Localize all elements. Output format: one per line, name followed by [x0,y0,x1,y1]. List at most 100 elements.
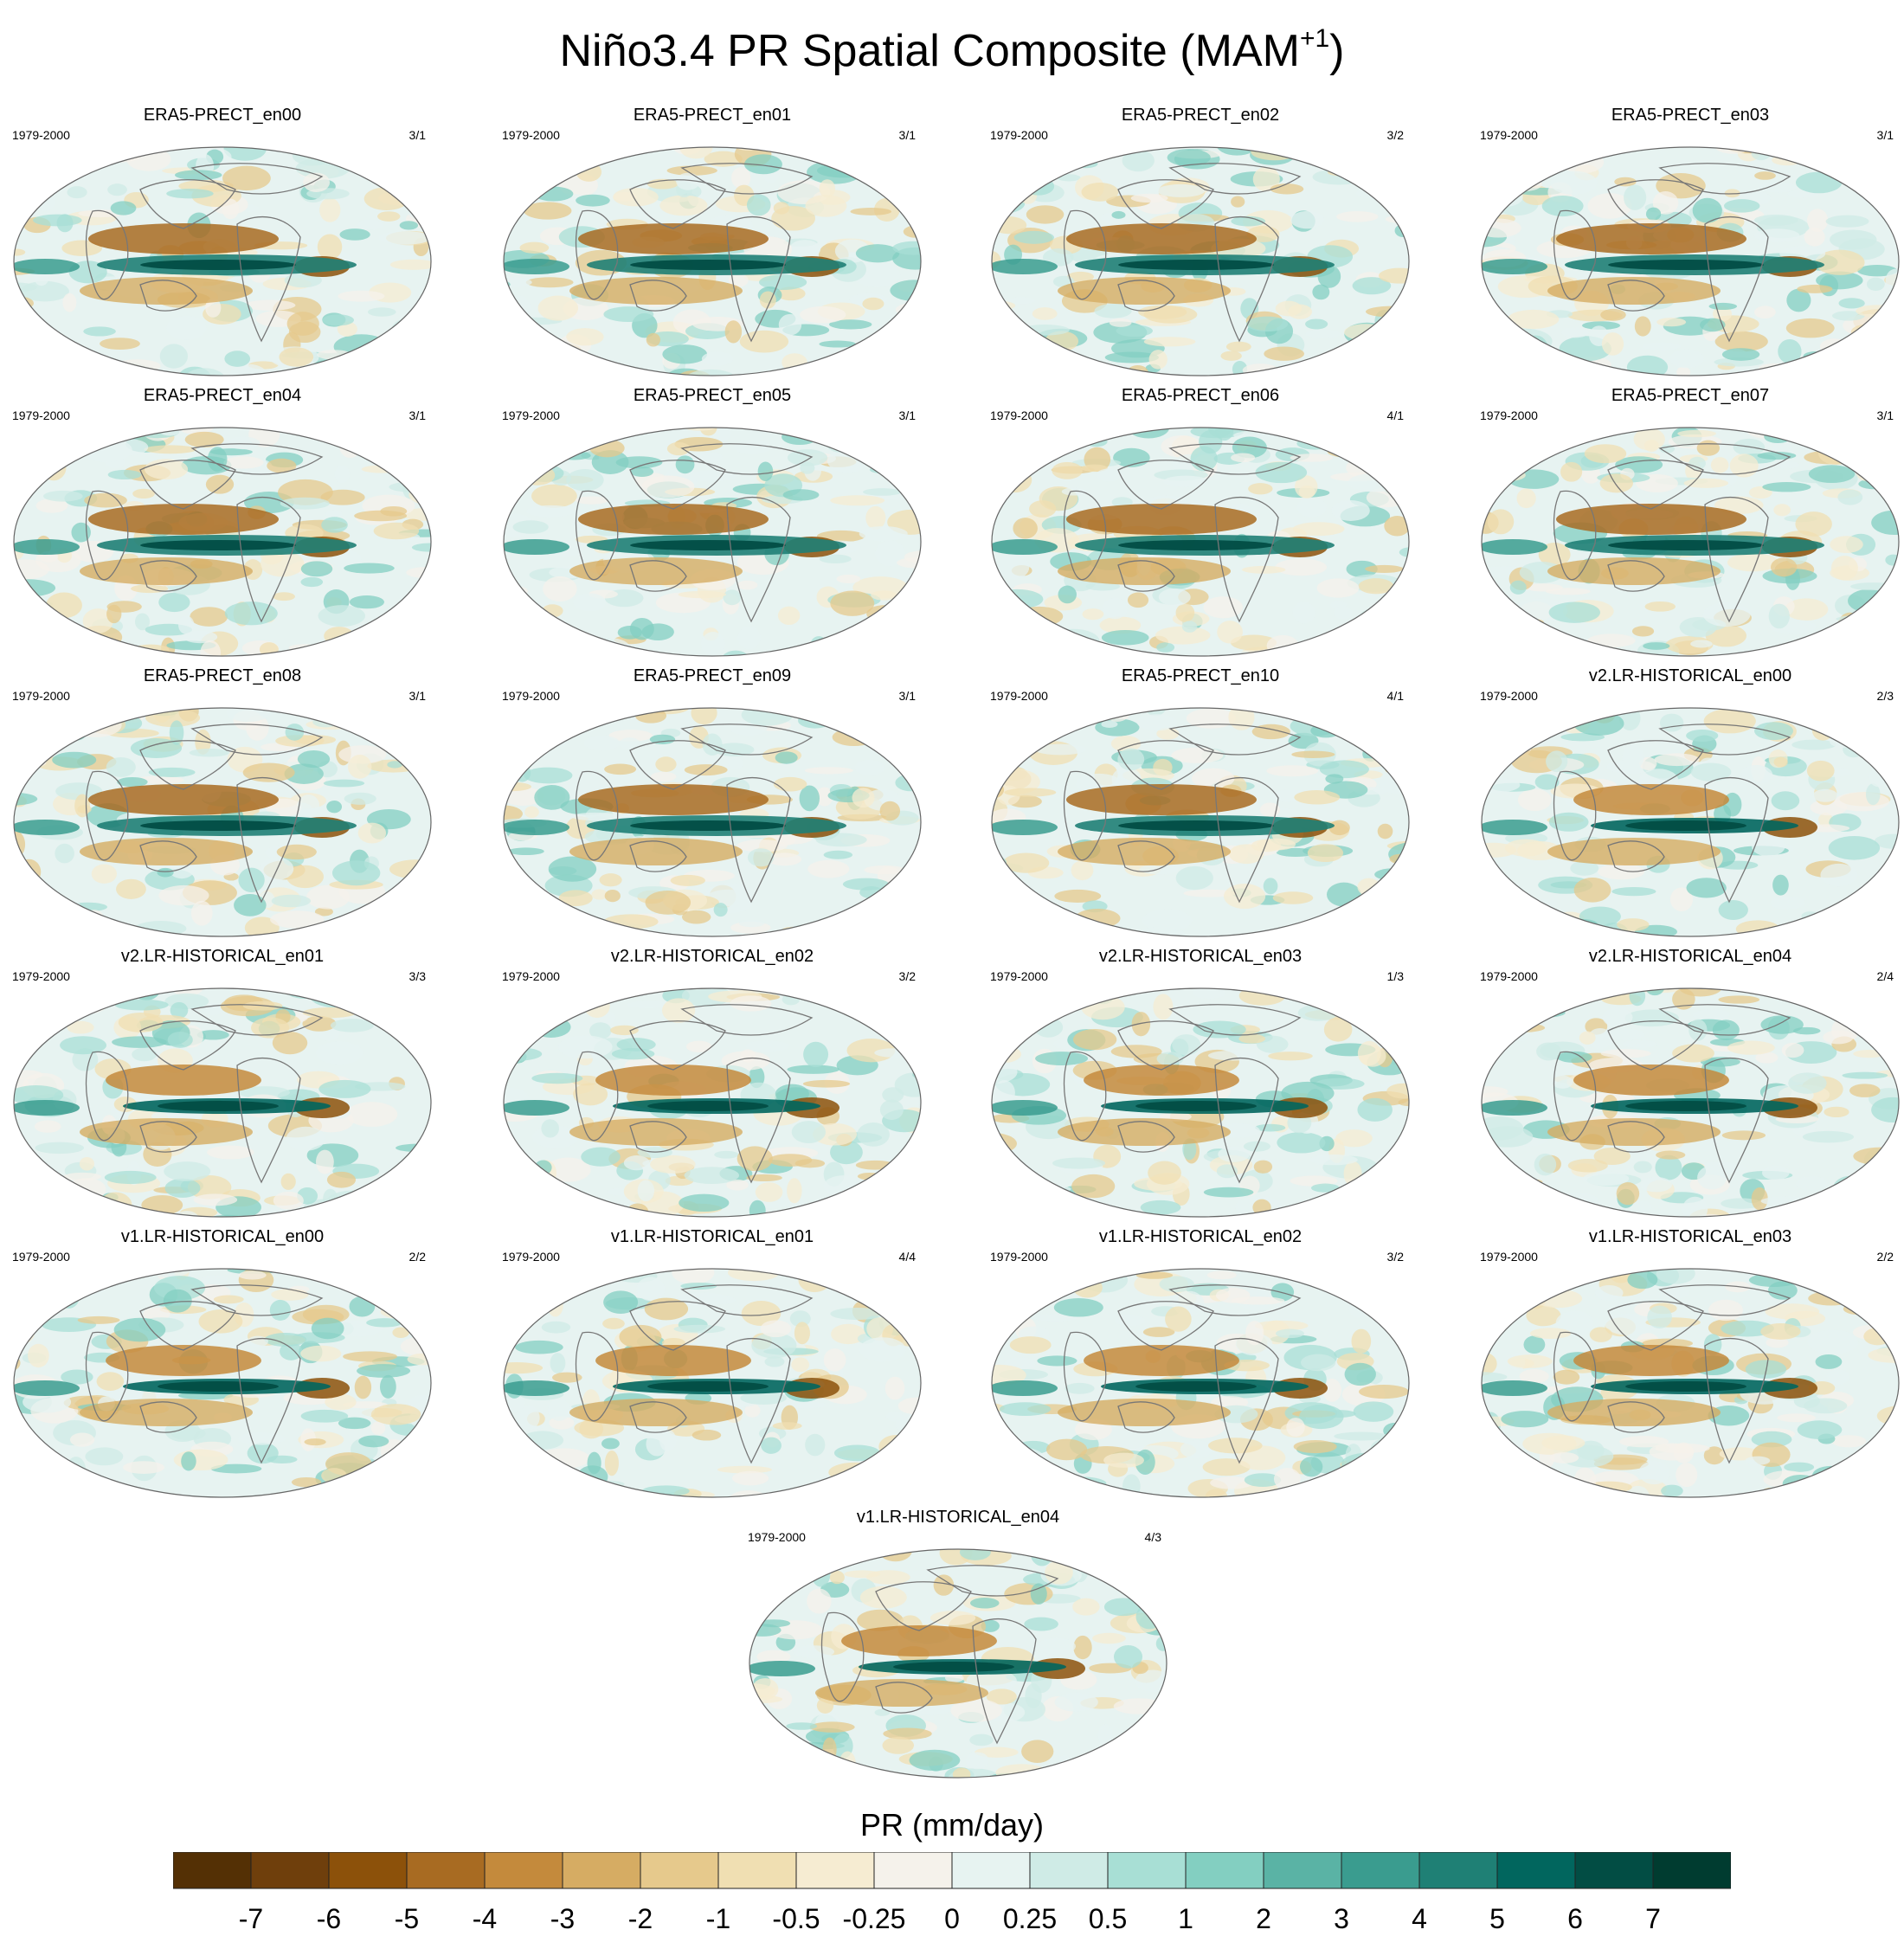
panel-title: v1.LR-HISTORICAL_en04 [856,1508,1060,1527]
map-panel: ERA5-PRECT_en07 1979-2000 3/1 [1478,386,1902,663]
colorbar-tick-label: 3 [1334,1903,1349,1934]
colorbar-tick-label: -0.25 [843,1903,906,1934]
panel-event-count: 3/1 [898,128,916,142]
panel-title: v1.LR-HISTORICAL_en00 [120,1227,325,1246]
colorbar-tick-label: 5 [1489,1903,1505,1934]
colorbar-tick-label: -7 [239,1903,263,1934]
colorbar-swatch [640,1852,719,1889]
colorbar-tick-label: -3 [550,1903,575,1934]
colorbar-swatch [951,1852,1031,1889]
panel-title: ERA5-PRECT_en06 [1121,386,1280,405]
colorbar-swatch [1185,1852,1264,1889]
panel-event-count: 2/2 [1876,1250,1894,1264]
colorbar-tick-label: 6 [1567,1903,1583,1934]
colorbar-tick-label: -2 [628,1903,653,1934]
map-panel: ERA5-PRECT_en06 1979-2000 4/1 [988,386,1412,663]
map-field [503,707,922,937]
panel-period: 1979-2000 [502,128,560,142]
colorbar-swatch [795,1852,875,1889]
map-field [991,707,1410,937]
map-field [1481,1268,1900,1498]
panel-period: 1979-2000 [502,1250,560,1264]
map-panel: v2.LR-HISTORICAL_en03 1979-2000 1/3 [988,947,1412,1224]
colorbar-tick-label: -4 [473,1903,497,1934]
panel-period: 1979-2000 [12,689,70,703]
map-panel: v2.LR-HISTORICAL_en01 1979-2000 3/3 [10,947,434,1224]
map-field [991,427,1410,657]
map-field [991,987,1410,1218]
panel-period: 1979-2000 [990,408,1048,422]
map-panel: v1.LR-HISTORICAL_en00 1979-2000 2/2 [10,1227,434,1504]
map-field [503,1268,922,1498]
colorbar-swatch [328,1852,408,1889]
panel-period: 1979-2000 [990,969,1048,983]
colorbar-tick-label: -5 [395,1903,419,1934]
colorbar-swatch [1418,1852,1498,1889]
panel-title: ERA5-PRECT_en08 [143,666,302,685]
panel-event-count: 3/2 [1386,128,1404,142]
panel-event-count: 3/1 [1876,408,1894,422]
panel-event-count: 3/3 [408,969,426,983]
panel-event-count: 3/2 [1386,1250,1404,1264]
panel-title: v2.LR-HISTORICAL_en01 [120,947,325,966]
panel-title: ERA5-PRECT_en05 [633,386,792,405]
map-panel: v2.LR-HISTORICAL_en04 1979-2000 2/4 [1478,947,1902,1224]
colorbar-swatch [1107,1852,1187,1889]
colorbar-swatch [1341,1852,1420,1889]
colorbar-swatch [717,1852,797,1889]
colorbar-label: PR (mm/day) [859,1807,1044,1843]
colorbar-swatch [484,1852,563,1889]
colorbar-tick-label: -6 [317,1903,341,1934]
map-panel: v1.LR-HISTORICAL_en04 1979-2000 4/3 [746,1508,1170,1785]
map-panel: v2.LR-HISTORICAL_en02 1979-2000 3/2 [500,947,924,1224]
map-panel: v1.LR-HISTORICAL_en02 1979-2000 3/2 [988,1227,1412,1504]
panel-event-count: 1/3 [1386,969,1404,983]
map-panel: v1.LR-HISTORICAL_en03 1979-2000 2/2 [1478,1227,1902,1504]
map-field [13,427,432,657]
colorbar-swatch [1029,1852,1109,1889]
map-field [13,707,432,937]
panel-event-count: 3/1 [898,689,916,703]
map-field [13,1268,432,1498]
map-panel: ERA5-PRECT_en02 1979-2000 3/2 [988,106,1412,383]
map-field [1481,427,1900,657]
colorbar-swatch [562,1852,641,1889]
panel-event-count: 4/1 [1386,408,1404,422]
colorbar-swatch [1574,1852,1654,1889]
colorbar-swatch [1263,1852,1342,1889]
colorbar-tick-label: 4 [1412,1903,1427,1934]
panel-period: 1979-2000 [990,128,1048,142]
panel-period: 1979-2000 [748,1530,806,1544]
panel-event-count: 2/2 [408,1250,426,1264]
panel-period: 1979-2000 [990,1250,1048,1264]
panel-event-count: 4/3 [1144,1530,1161,1544]
colorbar-swatch [406,1852,486,1889]
panel-title: ERA5-PRECT_en09 [633,666,792,685]
panel-event-count: 3/2 [898,969,916,983]
panel-title: ERA5-PRECT_en02 [1121,106,1280,125]
panel-title: v1.LR-HISTORICAL_en03 [1588,1227,1792,1246]
colorbar-tick-label: 0.25 [1003,1903,1057,1934]
panel-title: ERA5-PRECT_en10 [1121,666,1280,685]
colorbar-swatch [873,1852,953,1889]
panel-event-count: 4/4 [898,1250,916,1264]
colorbar-swatch [173,1852,252,1889]
map-field [1481,146,1900,376]
colorbar-tick-label: 0.5 [1089,1903,1127,1934]
map-field [503,427,922,657]
colorbar: -7 -6 -5 -4 -3 -2 -1 -0.5 -0.25 0 0.25 0.5 1 2 3 4 5 6 7 [173,1852,1731,1934]
colorbar-tick-label: 0 [944,1903,960,1934]
panel-event-count: 3/1 [898,408,916,422]
panel-period: 1979-2000 [1480,408,1538,422]
map-panel: ERA5-PRECT_en09 1979-2000 3/1 [500,666,924,943]
map-panel: ERA5-PRECT_en05 1979-2000 3/1 [500,386,924,663]
map-field [13,146,432,376]
panel-period: 1979-2000 [12,1250,70,1264]
panel-title: v2.LR-HISTORICAL_en00 [1588,666,1792,685]
map-field [1481,707,1900,937]
panel-title: ERA5-PRECT_en03 [1611,106,1770,125]
colorbar-tick-label: -0.5 [772,1903,820,1934]
panel-period: 1979-2000 [12,128,70,142]
colorbar-swatch [1496,1852,1576,1889]
panel-event-count: 3/1 [408,128,426,142]
